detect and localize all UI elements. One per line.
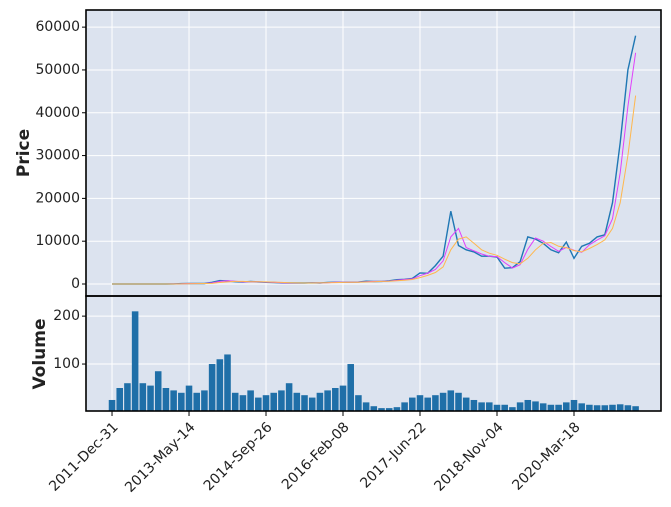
x-tick-label: 2013-May-14	[122, 419, 199, 496]
volume-bar	[162, 388, 170, 411]
volume-bar	[278, 390, 285, 411]
volume-bar	[355, 395, 362, 411]
volume-bar	[116, 388, 123, 411]
y-tick-label: 30000	[35, 148, 80, 164]
volume-bar	[493, 404, 501, 411]
x-tick-label: 2018-Nov-04	[431, 419, 506, 494]
volume-bar	[316, 392, 324, 411]
volume-bar	[108, 399, 116, 411]
volume-bar	[616, 404, 624, 411]
volume-bar	[593, 405, 601, 411]
y-axis-label: Price	[14, 129, 34, 177]
y-tick-label: 20000	[35, 190, 80, 206]
volume-bar	[255, 397, 262, 411]
volume-bar	[201, 390, 208, 411]
y-tick-label: 40000	[35, 105, 80, 121]
volume-bar	[424, 397, 431, 411]
volume-bar	[193, 392, 200, 411]
x-tick-label: 2011-Dec-31	[46, 419, 121, 494]
y-axis-label: Volume	[30, 318, 50, 389]
volume-bar	[285, 383, 293, 411]
y-tick-label: 0	[71, 276, 80, 292]
volume-bar	[362, 402, 370, 411]
volume-bar	[170, 390, 177, 411]
x-tick-label: 2017-Jun-22	[357, 419, 429, 491]
volume-bar	[432, 395, 439, 411]
volume-bar	[154, 371, 162, 411]
volume-bar	[208, 364, 216, 411]
y-tick-label: 50000	[35, 62, 80, 78]
volume-bar	[239, 395, 247, 411]
volume-bar	[270, 392, 277, 411]
volume-bar	[439, 392, 447, 411]
volume-bar	[385, 408, 393, 411]
volume-bar	[524, 399, 532, 411]
volume-bar	[416, 395, 424, 411]
volume-bar	[532, 401, 539, 411]
volume-bar	[339, 385, 347, 411]
volume-bar	[185, 385, 193, 411]
volume-bar	[501, 404, 508, 411]
volume-panel	[86, 296, 661, 411]
volume-bar	[509, 407, 516, 411]
volume-bar	[455, 392, 462, 411]
volume-bar	[570, 399, 578, 411]
volume-bar	[216, 359, 224, 411]
volume-bar	[324, 390, 331, 411]
x-tick-label: 2016-Feb-08	[279, 419, 353, 493]
volume-bar	[308, 397, 316, 411]
volume-bar	[516, 402, 524, 411]
volume-bar	[231, 392, 239, 411]
volume-bar	[301, 395, 308, 411]
volume-bar	[378, 408, 385, 411]
volume-bar	[547, 404, 555, 411]
volume-bar	[486, 402, 493, 411]
price-line	[112, 95, 637, 285]
volume-bar	[347, 364, 354, 411]
volume-bar	[586, 404, 593, 411]
volume-bar	[624, 405, 632, 411]
volume-bar	[555, 404, 562, 411]
y-tick-label: 10000	[35, 233, 80, 249]
volume-bar	[370, 406, 378, 411]
volume-bar	[293, 392, 301, 411]
volume-bar	[609, 404, 616, 411]
x-tick-label: 2014-Sep-26	[201, 419, 276, 494]
volume-bar	[178, 392, 185, 411]
volume-bar	[409, 397, 416, 411]
volume-bar	[462, 397, 470, 411]
volume-bar	[131, 311, 139, 411]
volume-bar	[124, 383, 131, 411]
volume-bar	[224, 354, 231, 411]
volume-bar	[632, 406, 639, 411]
volume-bar	[332, 388, 339, 411]
volume-bar	[578, 403, 585, 411]
x-tick-label: 2020-Mar-18	[509, 419, 583, 493]
y-tick-label: 60000	[35, 19, 80, 35]
volume-bar	[601, 405, 609, 411]
volume-frame	[85, 295, 662, 412]
y-tick-label: 100	[53, 356, 80, 372]
volume-bar	[447, 390, 455, 411]
volume-bar	[139, 383, 147, 411]
volume-bar	[563, 402, 570, 411]
volume-bar	[539, 403, 547, 411]
y-tick-label: 200	[53, 308, 80, 324]
volume-bar	[401, 402, 408, 411]
volume-bar	[470, 399, 478, 411]
volume-bar	[147, 385, 154, 411]
plot-layer	[86, 10, 661, 411]
volume-bar	[262, 395, 270, 411]
volume-bar	[247, 390, 254, 411]
price-panel	[86, 10, 661, 296]
volume-bar	[478, 402, 485, 411]
volume-bar	[393, 407, 401, 411]
